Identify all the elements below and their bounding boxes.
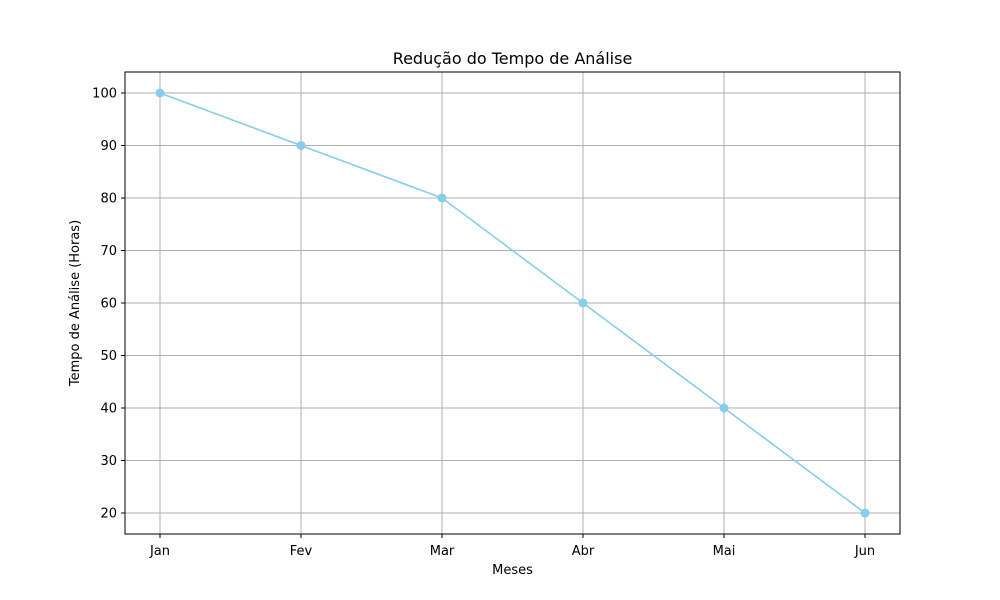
data-point-fev xyxy=(296,141,306,150)
y-tick-label: 40 xyxy=(100,402,117,417)
data-point-jan xyxy=(155,88,165,98)
y-tick-label: 70 xyxy=(100,244,117,259)
grid-lines xyxy=(125,72,900,534)
y-tick-label: 20 xyxy=(100,507,117,522)
x-axis-label: Meses xyxy=(492,563,533,578)
x-tick-label: Jan xyxy=(149,544,170,559)
y-tick-label: 60 xyxy=(100,297,117,312)
data-point-mai xyxy=(719,403,729,413)
series-line xyxy=(159,92,866,514)
series-line-group xyxy=(155,88,870,518)
x-tick-label: Fev xyxy=(290,544,313,559)
y-axis-ticks: 20 30 40 50 60 70 80 90 100 xyxy=(92,87,125,522)
x-axis-ticks: Jan Fev Mar Abr Mai Jun xyxy=(149,534,875,559)
data-point-abr xyxy=(578,298,588,308)
y-tick-label: 50 xyxy=(100,349,117,364)
x-tick-label: Mai xyxy=(713,544,736,559)
y-axis-label: Tempo de Análise (Horas) xyxy=(68,220,83,387)
y-tick-label: 100 xyxy=(92,87,117,102)
data-point-jun xyxy=(860,508,870,518)
x-tick-label: Jun xyxy=(854,544,875,559)
chart-title: Redução do Tempo de Análise xyxy=(393,49,633,68)
x-tick-label: Mar xyxy=(430,544,455,559)
y-tick-label: 90 xyxy=(100,139,117,154)
data-point-mar xyxy=(437,193,447,203)
y-tick-label: 80 xyxy=(100,192,117,207)
x-tick-label: Abr xyxy=(572,544,595,559)
y-tick-label: 30 xyxy=(100,454,117,469)
